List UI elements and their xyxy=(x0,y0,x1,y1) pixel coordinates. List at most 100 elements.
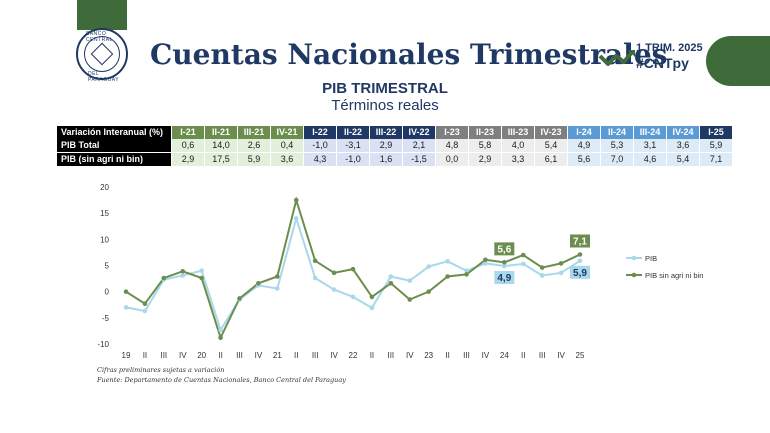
data-point xyxy=(369,294,375,300)
column-header: II-21 xyxy=(205,126,237,139)
badge-period: 1 TRIM. 2025 xyxy=(636,42,703,54)
table-cell: 5,4 xyxy=(667,153,699,166)
data-point xyxy=(180,268,186,274)
table-cell: 3,6 xyxy=(271,153,303,166)
column-header: IV-22 xyxy=(403,126,435,139)
x-tick-label: IV xyxy=(557,351,565,360)
x-tick-label: III xyxy=(463,351,470,360)
y-tick-label: 15 xyxy=(100,209,109,218)
legend-marker xyxy=(631,272,637,278)
data-point xyxy=(388,274,394,279)
column-header: II-24 xyxy=(601,126,633,139)
data-label: 4,9 xyxy=(497,273,511,284)
y-tick-label: 20 xyxy=(100,183,109,192)
data-point xyxy=(123,289,129,294)
table-cell: 7,1 xyxy=(700,153,732,166)
column-header: II-22 xyxy=(337,126,369,139)
table-cell: 5,9 xyxy=(238,153,270,166)
x-tick-label: 24 xyxy=(500,351,509,360)
table-cell: 5,4 xyxy=(535,139,567,153)
data-label: 7,1 xyxy=(573,237,587,248)
x-tick-label: 23 xyxy=(424,351,433,360)
data-point xyxy=(388,280,394,286)
x-tick-label: III xyxy=(236,351,243,360)
legend-marker xyxy=(631,255,637,261)
table-cell: 3,3 xyxy=(502,153,534,166)
table-cell: -1,5 xyxy=(403,153,435,166)
y-tick-label: -5 xyxy=(102,314,110,323)
table-cell: 0,6 xyxy=(172,139,204,153)
logo-top-text: BANCO CENTRAL xyxy=(86,31,113,43)
footnote-source: Fuente: Departamento de Cuentas Nacional… xyxy=(97,376,346,384)
data-point xyxy=(237,296,242,301)
x-tick-label: III xyxy=(539,351,546,360)
y-tick-label: -10 xyxy=(97,340,109,349)
data-point xyxy=(558,270,564,276)
column-header: I-23 xyxy=(436,126,468,139)
y-tick-label: 10 xyxy=(100,235,109,244)
data-point xyxy=(426,264,431,269)
column-header: III-24 xyxy=(634,126,666,139)
table-cell: 5,9 xyxy=(700,139,732,153)
data-point xyxy=(312,275,318,281)
x-tick-label: II xyxy=(143,351,147,360)
data-point xyxy=(293,216,299,221)
data-point xyxy=(256,280,261,286)
column-header: I-24 xyxy=(568,126,600,139)
data-point xyxy=(407,297,413,302)
column-header: IV-23 xyxy=(535,126,567,139)
data-label-box xyxy=(570,234,590,248)
bank-logo: BANCO CENTRAL DEL PARAGUAY xyxy=(76,28,128,83)
x-tick-label: II xyxy=(370,351,374,360)
logo-bottom-text: DEL PARAGUAY xyxy=(88,71,120,83)
data-point xyxy=(275,274,280,279)
data-point xyxy=(369,305,375,311)
data-label: 5,9 xyxy=(573,268,587,279)
data-point xyxy=(502,263,507,269)
column-header: III-23 xyxy=(502,126,534,139)
data-point xyxy=(539,265,545,270)
data-point xyxy=(483,261,488,266)
table-cell: 2,9 xyxy=(172,153,204,166)
chart-subtitle-2: Términos reales xyxy=(331,97,439,114)
column-header: I-22 xyxy=(304,126,336,139)
data-point xyxy=(464,268,469,274)
footnote-preliminary: Cifras preliminares sujetas a variación xyxy=(97,366,225,374)
table-cell: 4,9 xyxy=(568,139,600,153)
row-label: PIB (sin agri ni bin) xyxy=(57,153,171,166)
badge-green-shape xyxy=(706,36,770,86)
data-point xyxy=(331,270,337,276)
data-point xyxy=(483,257,488,263)
data-point xyxy=(350,294,356,300)
x-tick-label: 25 xyxy=(576,351,585,360)
table-cell: 5,3 xyxy=(601,139,633,153)
legend-label: PIB xyxy=(645,254,657,263)
legend-label: PIB sin agri ni bin xyxy=(645,271,703,280)
x-tick-label: IV xyxy=(406,351,414,360)
table-cell: 7,0 xyxy=(601,153,633,166)
data-point xyxy=(520,261,526,267)
data-point xyxy=(180,273,186,278)
data-point xyxy=(199,275,204,281)
data-point xyxy=(445,259,450,264)
data-point xyxy=(161,275,167,281)
table-cell: -1,0 xyxy=(304,139,336,153)
variation-table: Variación Interanual (%) I-21 II-21 III-21… xyxy=(56,126,733,166)
table-cell: 1,6 xyxy=(370,153,402,166)
table-cell: 2,6 xyxy=(238,139,270,153)
column-header: III-21 xyxy=(238,126,270,139)
top-tab-decoration xyxy=(77,0,127,30)
x-tick-label: 20 xyxy=(197,351,206,360)
data-point xyxy=(426,289,431,294)
table-cell: 4,6 xyxy=(634,153,666,166)
data-point xyxy=(312,258,318,264)
table-cell: 4,8 xyxy=(436,139,468,153)
data-point xyxy=(520,252,526,258)
x-tick-label: III xyxy=(312,351,319,360)
data-point xyxy=(275,286,280,291)
table-cell: 17,5 xyxy=(205,153,237,166)
data-point xyxy=(502,260,507,265)
table-cell: 14,0 xyxy=(205,139,237,153)
x-tick-label: 21 xyxy=(273,351,282,360)
x-tick-label: II xyxy=(521,351,525,360)
